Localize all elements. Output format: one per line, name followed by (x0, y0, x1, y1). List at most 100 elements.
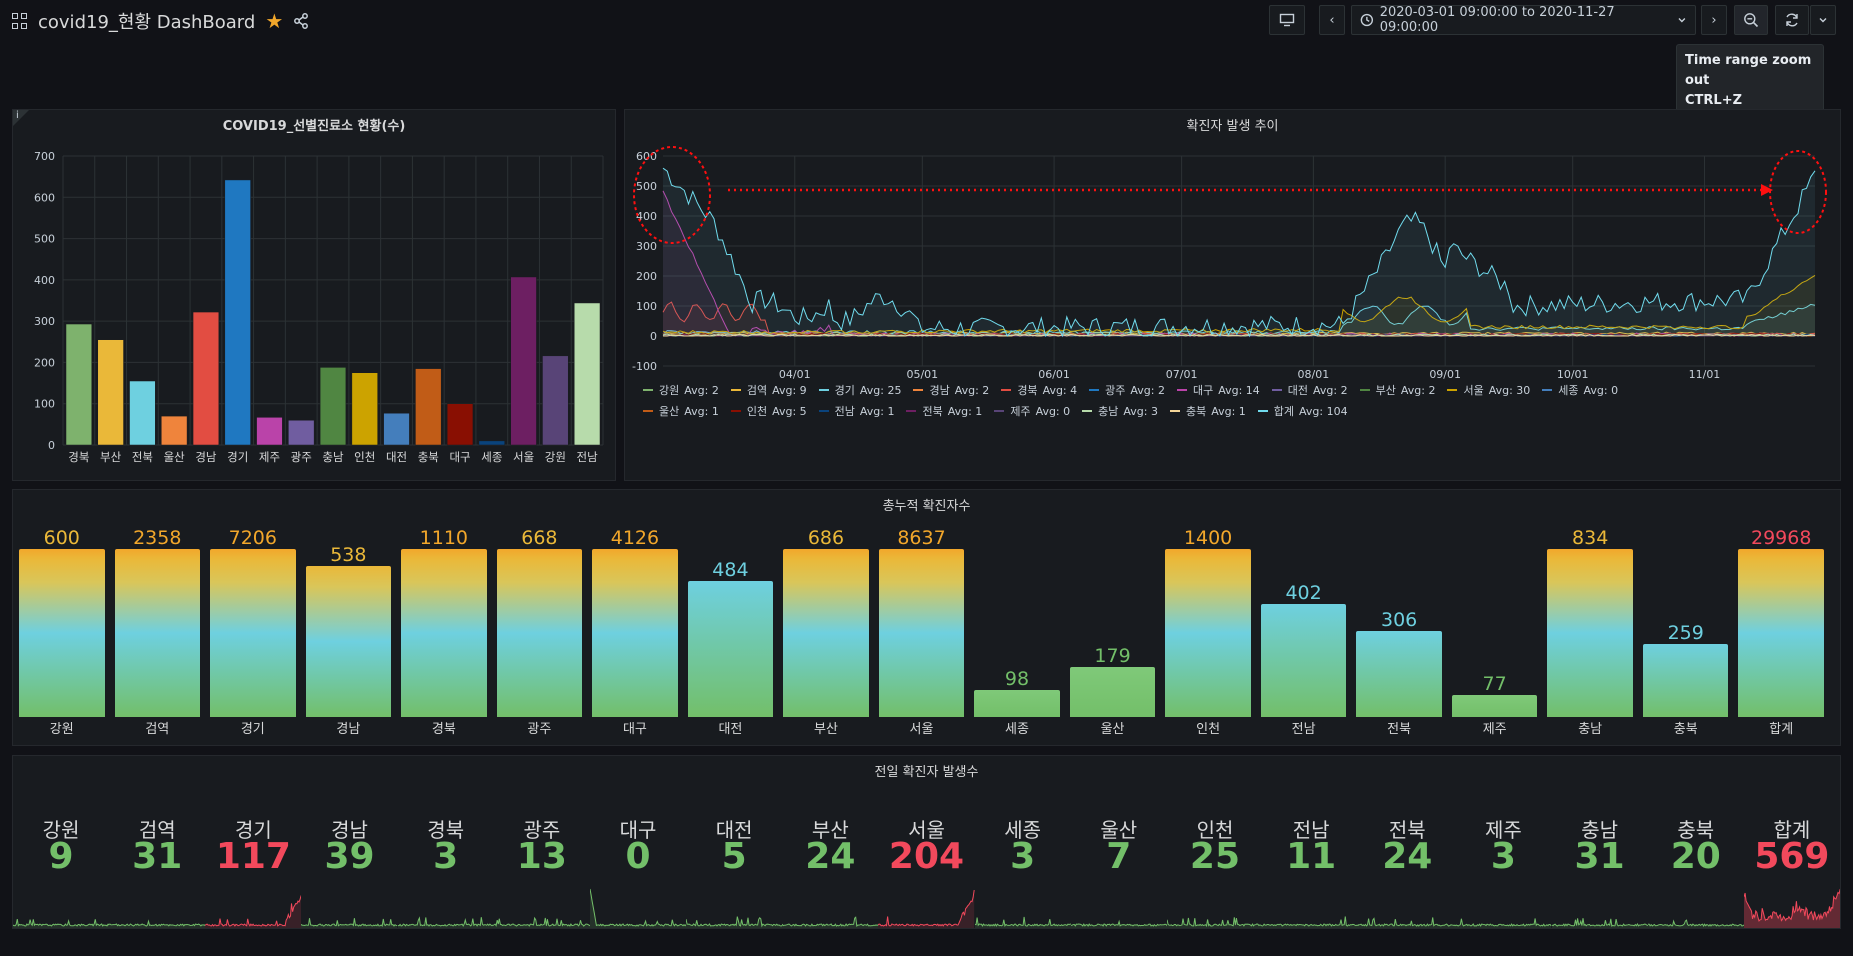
chart-legend: 강원 Avg: 2 검역 Avg: 9 경기 Avg: 25 경남 Avg: 2 경북 Avg: … (643, 382, 1643, 419)
gauge-bar (1165, 549, 1251, 717)
x-tick-label: 06/01 (1038, 368, 1070, 380)
bar-전북 (130, 381, 156, 445)
x-tick-label: 울산 (164, 450, 186, 464)
x-tick-label: 부산 (100, 450, 122, 464)
sparkline-line (1648, 920, 1744, 926)
legend-item-합계[interactable]: 합계 Avg: 104 (1258, 403, 1348, 419)
legend-series-name: 전북 (922, 403, 942, 419)
sparkline-line (590, 889, 686, 926)
tv-mode-button[interactable] (1269, 5, 1305, 35)
bar-세종 (479, 441, 505, 445)
legend-series-name: 충북 (1186, 403, 1206, 419)
gauge-bar (783, 549, 869, 717)
gauge-bar (115, 549, 201, 717)
legend-item-인천[interactable]: 인천 Avg: 5 (731, 403, 807, 419)
bar-부산 (98, 340, 124, 445)
legend-item-제주[interactable]: 제주 Avg: 0 (994, 403, 1070, 419)
legend-item-서울[interactable]: 서울 Avg: 30 (1447, 382, 1530, 398)
stat-value: 7 (1071, 836, 1167, 877)
legend-series-name: 경북 (1017, 382, 1037, 398)
share-icon[interactable] (293, 13, 309, 29)
sparkline (975, 888, 1071, 928)
chevron-down-icon (1818, 15, 1828, 25)
legend-swatch (643, 410, 653, 412)
legend-item-전북[interactable]: 전북 Avg: 1 (906, 403, 982, 419)
gauge-bar (974, 690, 1060, 717)
gauge-bar (1356, 631, 1442, 717)
legend-series-name: 광주 (1105, 382, 1125, 398)
gauge-item-부산: 686 부산 (783, 520, 869, 739)
sparkline (1359, 888, 1455, 928)
sparkline (109, 888, 205, 928)
panel-title[interactable]: 총누적 확진자수 (13, 495, 1840, 514)
legend-series-avg: Avg: 0 (1584, 384, 1619, 397)
x-tick-label: 전남 (577, 450, 599, 464)
time-shift-forward-button[interactable]: › (1701, 5, 1727, 35)
bar-경북 (66, 324, 92, 445)
sparkline-area (1167, 917, 1263, 928)
stat-item-광주: 광주 13 (494, 756, 590, 928)
gauge-bar (19, 549, 105, 717)
stat-value: 0 (590, 836, 686, 877)
legend-swatch (1089, 389, 1099, 391)
x-tick-label: 대구 (449, 450, 470, 464)
legend-swatch (643, 389, 653, 391)
grid-icon[interactable] (12, 13, 28, 29)
x-tick-label: 강원 (545, 450, 566, 464)
previous-day-panel: 전일 확진자 발생수 강원 9 검역 31 경기 117 경남 39 경북 3 광주 13 대구 0 대전 5… (12, 755, 1841, 929)
legend-item-대전[interactable]: 대전 Avg: 2 (1272, 382, 1348, 398)
legend-item-세종[interactable]: 세종 Avg: 0 (1542, 382, 1618, 398)
legend-series-name: 인천 (747, 403, 767, 419)
legend-item-대구[interactable]: 대구 Avg: 14 (1177, 382, 1260, 398)
zoom-out-button[interactable] (1734, 5, 1768, 35)
legend-item-충북[interactable]: 충북 Avg: 1 (1170, 403, 1246, 419)
x-tick-label: 서울 (513, 450, 534, 464)
refresh-button[interactable] (1775, 5, 1809, 35)
sparkline (782, 888, 878, 928)
time-shift-back-button[interactable]: ‹ (1319, 5, 1345, 35)
legend-series-avg: Avg: 1 (1211, 405, 1246, 418)
gauge-item-전북: 306 전북 (1356, 520, 1442, 739)
gauge-label: 세종 (974, 718, 1060, 737)
gauge-bar (1261, 604, 1347, 717)
stat-item-충북: 충북 20 (1648, 756, 1744, 928)
stat-item-울산: 울산 7 (1071, 756, 1167, 928)
stat-item-검역: 검역 31 (109, 756, 205, 928)
legend-item-경북[interactable]: 경북 Avg: 4 (1001, 382, 1077, 398)
legend-item-강원[interactable]: 강원 Avg: 2 (643, 382, 719, 398)
sparkline-line (686, 917, 782, 926)
legend-item-전남[interactable]: 전남 Avg: 1 (819, 403, 895, 419)
sparkline (13, 888, 109, 928)
star-icon[interactable]: ★ (265, 11, 283, 31)
legend-swatch (1258, 410, 1268, 412)
legend-series-name: 경기 (835, 382, 855, 398)
legend-item-검역[interactable]: 검역 Avg: 9 (731, 382, 807, 398)
gauge-bar (1070, 667, 1156, 717)
gauge-bar (497, 549, 583, 717)
stat-value: 31 (109, 836, 205, 877)
gauge-item-검역: 2358 검역 (115, 520, 201, 739)
stat-item-대구: 대구 0 (590, 756, 686, 928)
gauge-item-합계: 29968 합계 (1738, 520, 1824, 739)
legend-item-광주[interactable]: 광주 Avg: 2 (1089, 382, 1165, 398)
bar-대구 (447, 404, 473, 445)
legend-item-경기[interactable]: 경기 Avg: 25 (819, 382, 902, 398)
legend-series-avg: Avg: 2 (684, 384, 719, 397)
refresh-interval-dropdown[interactable] (1810, 5, 1836, 35)
stat-value: 24 (782, 836, 878, 877)
legend-item-울산[interactable]: 울산 Avg: 1 (643, 403, 719, 419)
sparkline (878, 888, 974, 928)
dashboard-title[interactable]: covid19_현황 DashBoard (38, 8, 255, 34)
legend-item-충남[interactable]: 충남 Avg: 3 (1082, 403, 1158, 419)
time-range-picker[interactable]: 2020-03-01 09:00:00 to 2020-11-27 09:00:… (1351, 5, 1696, 35)
bar-강원 (542, 356, 568, 445)
legend-item-부산[interactable]: 부산 Avg: 2 (1360, 382, 1436, 398)
legend-series-avg: Avg: 4 (1043, 384, 1078, 397)
gauge-item-제주: 77 제주 (1452, 520, 1538, 739)
gauge-bar (879, 549, 965, 717)
gauge-label: 울산 (1070, 718, 1156, 737)
y-tick-label: 600 (636, 150, 657, 163)
legend-item-경남[interactable]: 경남 Avg: 2 (913, 382, 989, 398)
stat-item-합계: 합계 569 (1744, 756, 1840, 928)
gauge-bar (1643, 644, 1729, 717)
